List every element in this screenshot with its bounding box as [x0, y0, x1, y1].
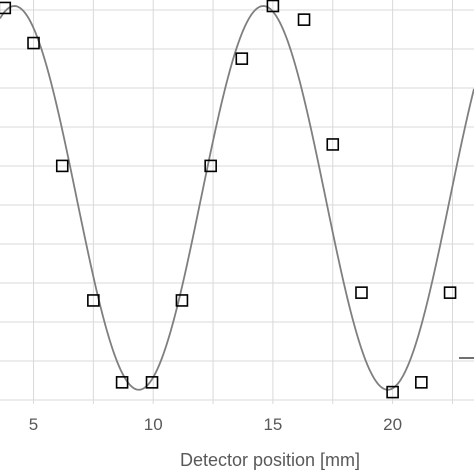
data-point — [415, 376, 428, 389]
data-point — [266, 0, 280, 13]
x-tick-label: 10 — [144, 415, 163, 434]
data-point — [235, 52, 249, 65]
data-point — [87, 294, 100, 307]
data-points — [0, 0, 457, 399]
data-point — [0, 1, 12, 15]
data-point — [297, 13, 311, 26]
data-point — [27, 36, 40, 50]
data-point — [204, 159, 217, 173]
data-point — [355, 286, 368, 299]
x-tick-label: 5 — [29, 415, 38, 434]
x-tick-labels: 5 10 15 20 — [29, 415, 402, 434]
x-tick-label: 15 — [263, 415, 282, 434]
data-point — [115, 376, 129, 389]
data-point — [55, 159, 69, 173]
data-point — [443, 286, 457, 299]
data-point — [386, 385, 399, 399]
data-point — [145, 376, 159, 389]
data-point — [326, 138, 340, 151]
x-tick-label: 20 — [383, 415, 402, 434]
x-axis-title: Detector position [mm] — [180, 450, 360, 470]
data-point — [175, 294, 189, 307]
